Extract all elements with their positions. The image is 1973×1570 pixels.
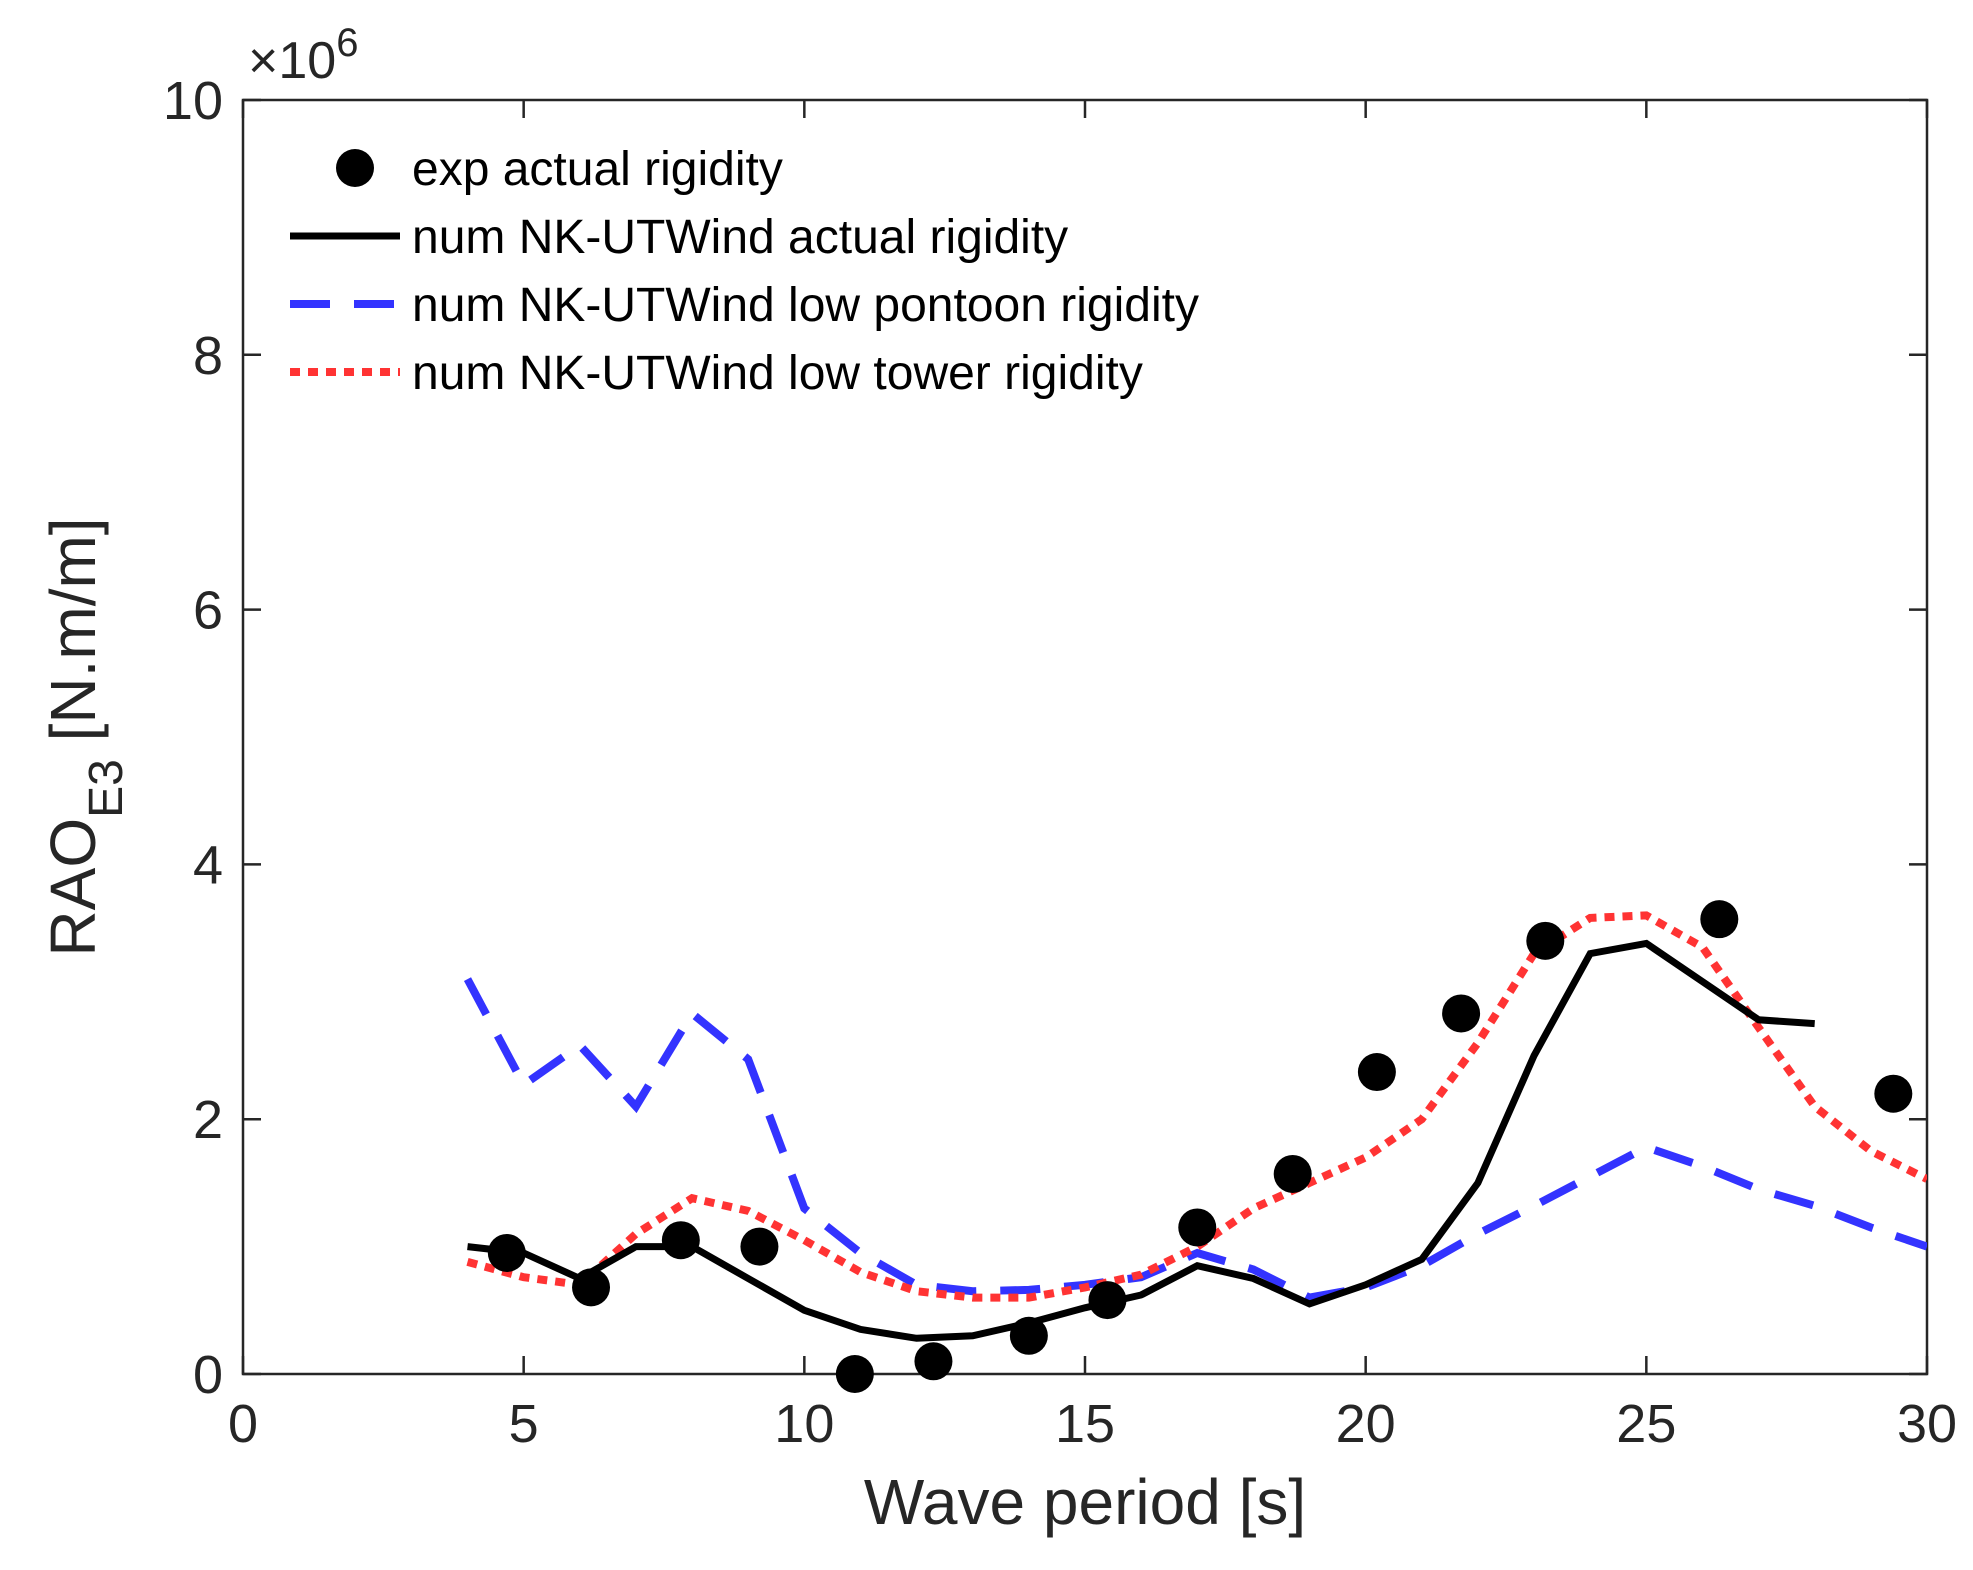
- y-tick-label: 6: [193, 581, 223, 641]
- exp-data-point: [914, 1342, 953, 1381]
- legend-label: num NK-UTWind low tower rigidity: [412, 347, 1143, 400]
- x-tick-label: 5: [509, 1394, 539, 1454]
- x-tick-label: 0: [228, 1394, 258, 1454]
- y-scale-exponent: 6: [336, 21, 358, 65]
- y-tick-label: 4: [193, 835, 223, 895]
- exp-data-point: [1874, 1074, 1913, 1113]
- ticks-layer: 0 5 10 15 20 25 30 0 2 4 6 8 10: [163, 71, 1957, 1454]
- exp-data-point: [572, 1268, 611, 1307]
- exp-data-point: [1088, 1281, 1127, 1320]
- series-layer: [463, 900, 1927, 1393]
- y-tick-label: 0: [193, 1345, 223, 1405]
- y-tick-label: 10: [163, 71, 223, 131]
- y-tick-label: 8: [193, 326, 223, 386]
- exp-data-point: [835, 1355, 874, 1393]
- legend: exp actual rigidity num NK-UTWind actual …: [290, 143, 1199, 400]
- x-tick-label: 30: [1897, 1394, 1957, 1454]
- exp-data-point: [661, 1221, 700, 1260]
- y-scale-prefix: ×10: [248, 32, 336, 90]
- x-tick-label: 15: [1055, 1394, 1115, 1454]
- y-axis-label: RAOE3 [N.m/m]: [37, 517, 133, 956]
- x-axis-label: Wave period [s]: [864, 1466, 1306, 1538]
- exp-data-point: [1357, 1053, 1396, 1092]
- x-tick-label: 25: [1616, 1394, 1676, 1454]
- exp-data-point: [1178, 1208, 1217, 1247]
- x-tick-label: 10: [774, 1394, 834, 1454]
- y-axis-label-unit: [N.m/m]: [37, 517, 109, 759]
- legend-marker-exp: [336, 149, 374, 187]
- series-line-dotted: [466, 911, 1927, 1302]
- legend-label: exp actual rigidity: [412, 143, 783, 196]
- exp-data-point: [1526, 921, 1565, 960]
- y-axis-label-subscript: E3: [80, 759, 133, 818]
- legend-label: num NK-UTWind actual rigidity: [412, 211, 1068, 264]
- y-axis-label-main: RAO: [37, 818, 109, 957]
- exp-data-point: [487, 1233, 526, 1272]
- y-tick-label: 2: [193, 1090, 223, 1150]
- legend-label: num NK-UTWind low pontoon rigidity: [412, 279, 1199, 332]
- x-tick-label: 20: [1336, 1394, 1396, 1454]
- exp-data-point: [1009, 1316, 1048, 1355]
- exp-data-point: [1700, 900, 1739, 939]
- y-scale-multiplier: ×106: [248, 21, 358, 90]
- exp-data-point: [740, 1227, 779, 1266]
- exp-data-point: [1442, 994, 1481, 1033]
- plot-area: [241, 98, 1929, 1376]
- exp-data-point: [1273, 1154, 1312, 1193]
- series-line-dashed: [463, 977, 1927, 1302]
